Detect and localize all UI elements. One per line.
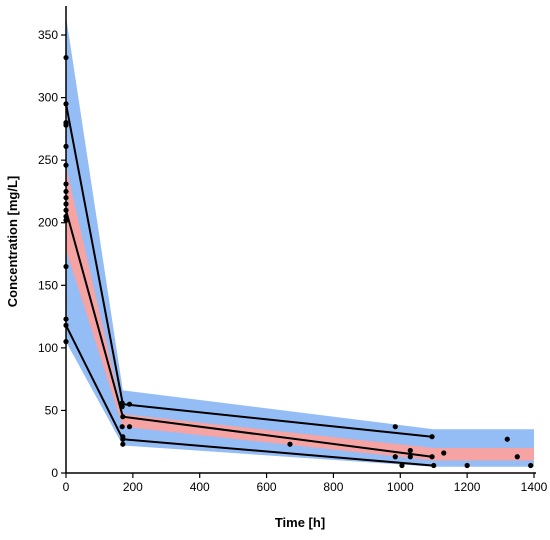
- outer-prediction-band: [66, 16, 534, 467]
- data-point: [119, 400, 125, 406]
- y-axis-title: Concentration [mg/L]: [5, 176, 20, 307]
- x-tick-label: 1400: [521, 480, 548, 494]
- data-point: [392, 454, 398, 460]
- x-tick-label: 200: [123, 480, 143, 494]
- data-point: [126, 401, 133, 407]
- data-point: [504, 436, 510, 442]
- data-point: [407, 447, 413, 454]
- band-layer: [66, 16, 534, 467]
- data-point: [120, 414, 126, 420]
- data-point: [119, 404, 125, 410]
- x-tick-label: 800: [323, 480, 343, 494]
- data-point: [528, 462, 534, 469]
- data-point: [464, 462, 470, 469]
- data-point: [120, 441, 126, 447]
- x-axis-title: Time [h]: [275, 515, 325, 530]
- y-tick-label: 200: [38, 216, 58, 230]
- y-tick-label: 350: [38, 28, 58, 42]
- point-layer: [63, 54, 534, 469]
- y-tick-label: 300: [38, 91, 58, 105]
- y-tick-label: 150: [38, 278, 58, 292]
- data-point: [431, 462, 437, 469]
- data-point: [514, 454, 520, 460]
- y-tick-label: 250: [38, 153, 58, 167]
- data-point: [407, 454, 413, 460]
- y-tick-label: 50: [45, 403, 59, 417]
- data-point: [429, 454, 435, 460]
- data-point: [119, 424, 125, 430]
- data-point: [287, 441, 293, 447]
- x-tick-label: 0: [63, 480, 70, 494]
- data-point: [120, 436, 126, 442]
- y-tick-label: 100: [38, 341, 58, 355]
- data-point: [126, 424, 133, 430]
- x-tick-label: 1000: [387, 480, 414, 494]
- data-point: [399, 462, 405, 469]
- data-point: [429, 434, 435, 440]
- data-point: [392, 424, 398, 430]
- x-tick-label: 1200: [454, 480, 481, 494]
- y-tick-label: 0: [51, 466, 58, 480]
- data-point: [441, 450, 447, 456]
- axes-layer: 0 200 400 600 800 1000 1200 1400 0 50 100 150 200 250…: [38, 6, 548, 494]
- x-tick-label: 600: [257, 480, 277, 494]
- x-tick-label: 400: [190, 480, 210, 494]
